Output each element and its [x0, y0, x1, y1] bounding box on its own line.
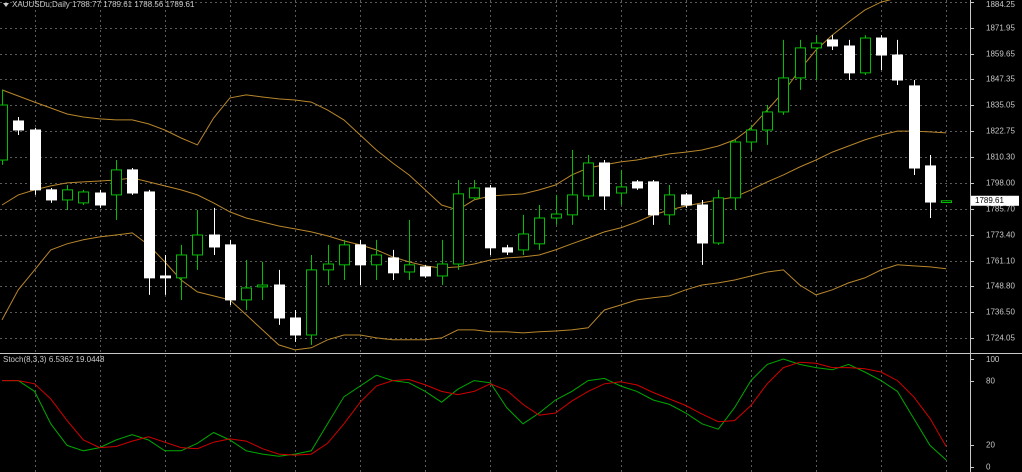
- candle-body: [241, 287, 252, 301]
- y-tick-label: 1773.40: [986, 231, 1015, 240]
- candle-body: [746, 129, 757, 143]
- candle-body: [518, 233, 529, 251]
- candle-body: [62, 189, 73, 201]
- candle-body: [648, 181, 659, 216]
- candle-body: [30, 129, 41, 191]
- candle-body: [46, 189, 57, 201]
- header-open: 1788.77: [72, 0, 101, 9]
- candle-body: [111, 169, 122, 196]
- y-tick-label: 20: [986, 441, 995, 450]
- candle-body: [404, 264, 415, 273]
- header-low: 1788.56: [134, 0, 163, 9]
- y-tick-label: 1822.75: [986, 127, 1015, 136]
- candle-body: [534, 217, 545, 245]
- candle-body: [420, 266, 431, 277]
- candle-body: [599, 162, 610, 197]
- candle-body: [290, 317, 301, 336]
- candle-body: [713, 197, 724, 244]
- candle-body: [306, 269, 317, 336]
- candle-body: [502, 247, 513, 253]
- candle-body: [616, 186, 627, 194]
- y-tick-label: 1761.10: [986, 257, 1015, 266]
- candle-body: [485, 187, 496, 249]
- candle-body: [160, 275, 171, 279]
- candle-body: [876, 37, 887, 56]
- candle-body: [127, 169, 138, 194]
- y-tick-label: 1798.00: [986, 179, 1015, 188]
- candle-body: [697, 204, 708, 244]
- bollinger-band: [1, 130, 947, 269]
- candle-body: [192, 234, 203, 256]
- stoch-signal-value: 19.0448: [76, 355, 105, 364]
- candle-body: [892, 54, 903, 81]
- header-high: 1789.61: [103, 0, 132, 9]
- current-price-box: [971, 195, 1019, 206]
- candle-body: [209, 234, 220, 248]
- stoch-title: Stoch(8,3,3): [3, 355, 47, 364]
- candle-body: [437, 263, 448, 277]
- candle-body: [795, 47, 806, 79]
- candle-body: [909, 85, 920, 169]
- y-tick-label: 1736.50: [986, 308, 1015, 317]
- stochastic-pane: [2, 358, 947, 461]
- candle-body: [0, 104, 8, 161]
- candle-body: [925, 165, 936, 203]
- y-tick-label: 0: [986, 463, 991, 472]
- y-tick-label: 1748.80: [986, 282, 1015, 291]
- candle-body: [95, 192, 106, 206]
- candle-body: [323, 263, 334, 271]
- y-tick-label: 1810.30: [986, 153, 1015, 162]
- y-tick-label: 100: [986, 355, 1000, 364]
- candle-body: [567, 194, 578, 216]
- stoch-line: [2, 361, 947, 456]
- candle-body: [176, 254, 187, 279]
- y-tick-label: 80: [986, 377, 995, 386]
- y-tick-label: 1871.95: [986, 24, 1015, 33]
- y-tick-label: 1835.05: [986, 101, 1015, 110]
- candle-body: [664, 194, 675, 216]
- candle-body: [860, 37, 871, 74]
- candle-body: [257, 284, 268, 288]
- candle-body: [681, 194, 692, 206]
- candle-body: [941, 200, 952, 204]
- candle-body: [730, 141, 741, 199]
- price-header: XAUUSDu,Daily 1788.77 1789.61 1788.56 17…: [12, 0, 195, 9]
- candle-body: [778, 77, 789, 113]
- candle-body: [632, 181, 643, 189]
- candle-body: [827, 39, 838, 47]
- y-tick-label: 1785.70: [986, 205, 1015, 214]
- candle-body: [551, 213, 562, 219]
- price-pane: [0, 0, 952, 351]
- candle-body: [339, 244, 350, 266]
- y-tick-label: 1724.05: [986, 334, 1015, 343]
- current-price-label: 1789.61: [975, 196, 1004, 205]
- candle-body: [469, 187, 480, 199]
- candle-body: [583, 162, 594, 197]
- stoch-main-value: 6.5362: [49, 355, 74, 364]
- stoch-line: [2, 358, 947, 461]
- candle-body: [225, 244, 236, 301]
- candle-body: [274, 284, 285, 319]
- stoch-header: Stoch(8,3,3) 6.5362 19.0448: [3, 355, 105, 364]
- candle-body: [371, 254, 382, 266]
- candle-body: [144, 191, 155, 279]
- candle-body: [811, 42, 822, 49]
- candle-body: [355, 244, 366, 266]
- y-tick-label: 1859.65: [986, 50, 1015, 59]
- bollinger-band: [1, 232, 947, 351]
- candle-body: [78, 191, 89, 204]
- candle-body: [762, 111, 773, 131]
- header-close: 1789.61: [166, 0, 195, 9]
- y-tick-label: 1884.25: [986, 0, 1015, 9]
- candle-body: [388, 257, 399, 274]
- symbol-title: XAUUSDu,Daily: [12, 0, 70, 9]
- candle-body: [844, 45, 855, 74]
- candle-body: [13, 120, 24, 131]
- symbol-icon: [3, 3, 9, 7]
- y-tick-label: 1847.35: [986, 75, 1015, 84]
- candle-body: [453, 193, 464, 265]
